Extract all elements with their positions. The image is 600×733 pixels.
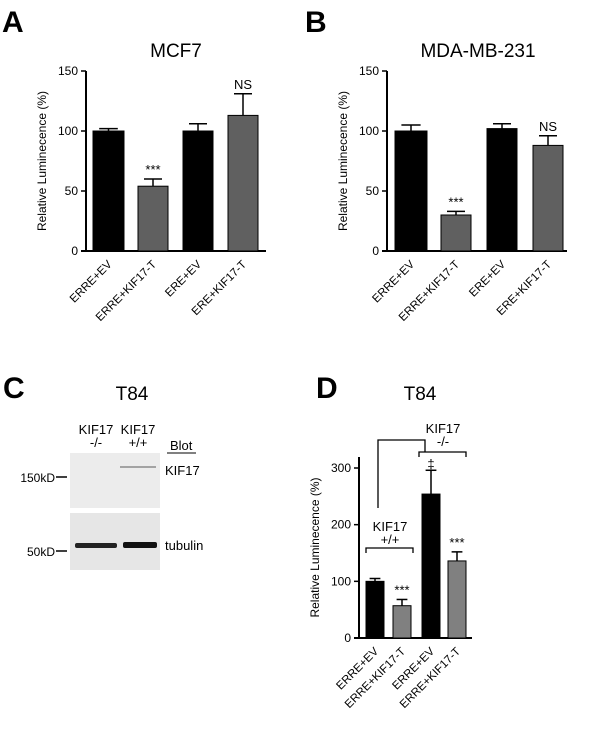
band-tubulin-lane1	[75, 543, 117, 548]
marker-150: 150kD	[20, 471, 55, 485]
y-tick-label: 300	[331, 461, 351, 475]
y-tick-label: 100	[331, 574, 351, 588]
lane2-genotype: +/+	[129, 435, 148, 450]
x-tick-label: ERRE+EV	[68, 258, 115, 305]
y-tick-label: 150	[58, 64, 78, 78]
blot-header: Blot	[170, 438, 193, 453]
y-tick-label: 50	[65, 184, 79, 198]
significance-label: ***	[449, 535, 464, 550]
y-tick-label: 0	[372, 244, 379, 258]
y-tick-label: 0	[71, 244, 78, 258]
bar-2	[392, 605, 412, 639]
x-tick-label: ERE+EV	[163, 258, 204, 299]
y-axis-label: Relative Luminecence (%)	[308, 477, 322, 617]
bar-2	[137, 185, 169, 252]
y-axis-label: Relative Luminecence (%)	[35, 91, 49, 231]
bar-3	[486, 128, 518, 252]
y-tick-label: 100	[58, 124, 78, 138]
panel-label-a: A	[2, 6, 24, 39]
bar-4	[227, 114, 259, 252]
bar-1	[365, 580, 385, 639]
x-tick-label: ERE+EV	[467, 258, 508, 299]
bar-3	[421, 493, 441, 639]
panel-label-b: B	[305, 6, 327, 39]
band-tubulin-lane2	[123, 542, 157, 548]
bar-1	[394, 130, 428, 252]
chart-A: MCF7 0 50 100 150 Relative Luminecence (%) ERR…	[35, 41, 266, 324]
bar-4	[447, 560, 467, 639]
group-ko-genotype: -/-	[437, 434, 449, 449]
chart-title: MDA-MB-231	[420, 41, 535, 62]
bar-3	[182, 130, 214, 252]
significance-label: ***	[394, 582, 409, 597]
panel-label-d: D	[316, 372, 338, 405]
group-brackets	[365, 439, 467, 553]
significance-label: ***	[448, 194, 463, 209]
significance-label: ***	[145, 162, 160, 177]
significance-label: NS	[539, 119, 557, 134]
bracket-ko	[418, 451, 467, 457]
y-tick-label: 50	[366, 184, 380, 198]
y-tick-label: 0	[344, 631, 351, 645]
group-wt-label: KIF17	[373, 519, 408, 534]
chart-title: T84	[404, 384, 437, 405]
lane1-name: KIF17	[79, 422, 114, 437]
bar-4	[532, 144, 564, 252]
blot-membrane-bottom	[70, 513, 160, 570]
bar-2	[440, 214, 472, 252]
chart-B: MDA-MB-231 0 50 100 150 Relative Luminecence …	[336, 41, 567, 324]
significance-label: NS	[234, 77, 252, 92]
chart-title: MCF7	[150, 41, 202, 62]
band-label-kif17: KIF17	[165, 463, 200, 478]
marker-50: 50kD	[27, 545, 55, 559]
lane1-genotype: -/-	[90, 435, 102, 450]
blot-title: T84	[116, 384, 149, 405]
x-tick-label: ERRE+EV	[370, 258, 417, 305]
significance-label: ‡	[427, 456, 434, 471]
y-tick-label: 150	[359, 64, 379, 78]
y-tick-label: 100	[359, 124, 379, 138]
bracket-wt	[365, 547, 414, 553]
panel-label-c: C	[3, 372, 25, 405]
comparison-connector	[377, 439, 426, 508]
group-ko-label: KIF17	[426, 421, 461, 436]
bar-1	[92, 130, 125, 252]
blot-membrane-top	[70, 453, 160, 508]
band-label-tubulin: tubulin	[165, 538, 203, 553]
group-wt-genotype: +/+	[381, 532, 400, 547]
western-blot: T84 KIF17 -/- KIF17 +/+ Blot KIF17 tubul…	[20, 384, 203, 570]
y-axis-label: Relative Luminecence (%)	[336, 91, 350, 231]
y-tick-label: 200	[331, 518, 351, 532]
lane2-name: KIF17	[121, 422, 156, 437]
